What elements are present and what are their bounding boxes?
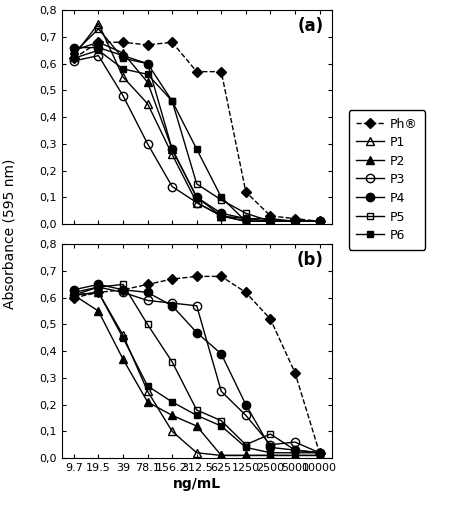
Text: Absorbance (595 nm): Absorbance (595 nm) [2, 159, 17, 309]
X-axis label: ng/mL: ng/mL [173, 477, 221, 491]
Text: (b): (b) [297, 251, 324, 269]
Text: (a): (a) [298, 17, 324, 35]
Legend: Ph®, P1, P2, P3, P4, P5, P6: Ph®, P1, P2, P3, P4, P5, P6 [349, 110, 426, 250]
